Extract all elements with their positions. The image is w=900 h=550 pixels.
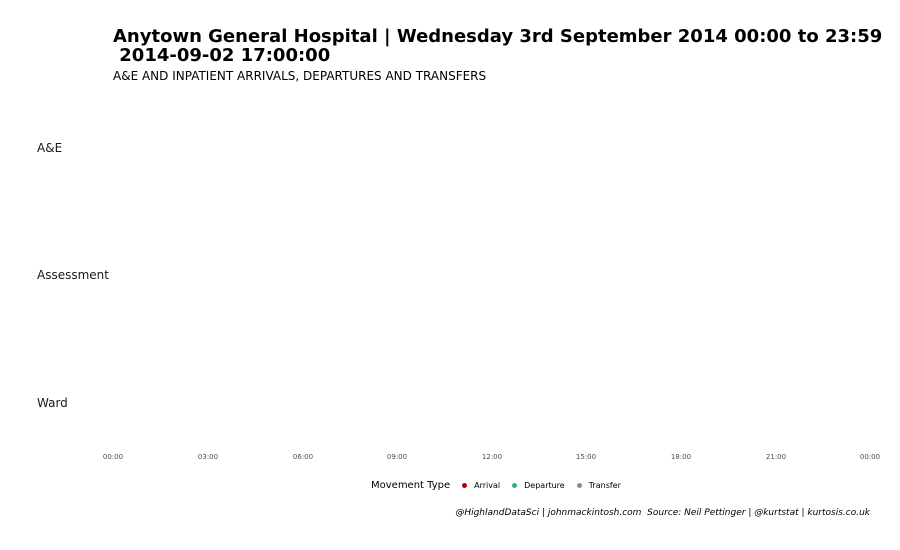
legend-item-arrival: Arrival [462, 481, 500, 490]
x-tick-label: 15:00 [575, 453, 597, 461]
legend-item-departure: Departure [512, 481, 565, 490]
legend-label: Departure [524, 481, 565, 490]
x-tick-label: 09:00 [386, 453, 408, 461]
x-tick-label: 12:00 [481, 453, 503, 461]
row-label-ward: Ward [37, 396, 68, 410]
arrival-dot-icon [462, 483, 468, 488]
x-tick-label: 18:00 [670, 453, 692, 461]
x-tick-label: 00:00 [102, 453, 124, 461]
departure-dot-icon [512, 483, 518, 488]
legend-title: Movement Type [371, 480, 451, 491]
legend-label: Transfer [588, 481, 621, 490]
x-tick-label: 03:00 [197, 453, 219, 461]
x-tick-label: 21:00 [765, 453, 787, 461]
x-tick-label: 00:00 [859, 453, 881, 461]
chart-title: Anytown General Hospital | Wednesday 3rd… [113, 26, 883, 66]
chart-subtitle: A&E AND INPATIENT ARRIVALS, DEPARTURES A… [113, 69, 487, 83]
row-label-assessment: Assessment [37, 268, 109, 282]
legend: Movement Type Arrival Departure Transfer [371, 480, 629, 491]
row-label-ae: A&E [37, 141, 63, 155]
legend-item-transfer: Transfer [576, 481, 621, 490]
x-tick-label: 06:00 [292, 453, 314, 461]
transfer-dot-icon [576, 483, 582, 488]
legend-label: Arrival [474, 481, 501, 490]
chart-caption: @HighlandDataSci | johnmackintosh.com So… [455, 508, 870, 518]
